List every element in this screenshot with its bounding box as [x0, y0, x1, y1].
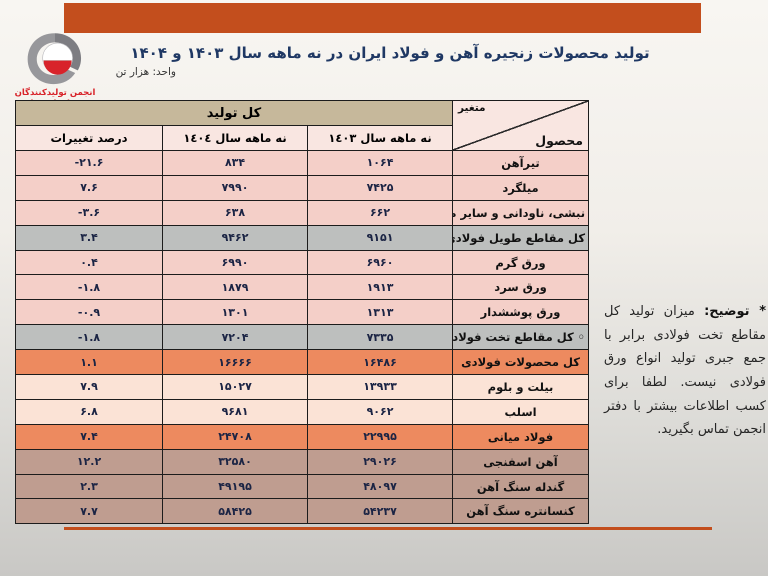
product-cell: آهن اسفنجی: [452, 448, 590, 475]
logo-text-line1: انجمن تولیدکنندگان: [14, 88, 96, 98]
percent-change-cell: -۱.۸: [14, 274, 164, 301]
value-1403-cell: ۷۳۳۵: [307, 324, 454, 351]
product-cell: گندله سنگ آهن: [452, 473, 590, 500]
value-1403-cell: ۱۹۱۳: [307, 274, 454, 301]
table-row: ◦ کل مقاطع تخت فولادی ۷۳۳۵ ۷۲۰۴ -۱.۸: [14, 324, 590, 351]
diagonal-header-cell: متغیر محصول: [452, 100, 590, 151]
percent-change-cell: ۷.۹: [14, 374, 164, 400]
bottom-accent-line: [64, 527, 712, 530]
product-cell: ورق پوششدار: [452, 299, 590, 326]
table-row: تیرآهن ۱۰۶۴ ۸۳۴ -۲۱.۶: [14, 150, 590, 176]
value-1404-cell: ۹۶۸۱: [162, 398, 309, 425]
product-cell: فولاد میانی: [452, 423, 590, 450]
table-row: فولاد میانی ۲۲۹۹۵ ۲۴۷۰۸ ۷.۴: [14, 423, 590, 450]
value-1403-cell: ۲۹۰۲۶: [307, 448, 454, 475]
product-cell: بیلت و بلوم: [452, 374, 590, 400]
percent-change-cell: ۳.۴: [14, 224, 164, 251]
total-production-header: کل تولید: [14, 100, 454, 126]
value-1404-cell: ۷۲۰۴: [162, 324, 309, 351]
value-1403-cell: ۱۰۶۴: [307, 150, 454, 176]
table-row: گندله سنگ آهن ۴۸۰۹۷ ۴۹۱۹۵ ۲.۳: [14, 473, 590, 500]
value-1403-cell: ۷۴۲۵: [307, 174, 454, 201]
value-1404-cell: ۶۹۹۰: [162, 249, 309, 276]
percent-change-cell: ۲.۳: [14, 473, 164, 500]
table-body: تیرآهن ۱۰۶۴ ۸۳۴ -۲۱.۶ میلگرد ۷۴۲۵ ۷۹۹۰ ۷.۶ نبشی،…: [14, 150, 590, 525]
table-row: ورق سرد ۱۹۱۳ ۱۸۷۹ -۱.۸: [14, 274, 590, 301]
column-header-percent: درصد تغییرات: [14, 125, 164, 151]
percent-change-cell: ۱۲.۲: [14, 448, 164, 475]
product-cell: ورق سرد: [452, 274, 590, 301]
value-1403-cell: ۹۰۶۲: [307, 398, 454, 425]
table-row: نبشی، ناودانی و سایر مقاطع۶۶۲۶۳۸-۳.۶: [14, 199, 590, 226]
product-cell: میلگرد: [452, 174, 590, 201]
table-row: آهن اسفنجی ۲۹۰۲۶ ۳۲۵۸۰ ۱۲.۲: [14, 448, 590, 475]
table-row: اسلب ۹۰۶۲ ۹۶۸۱ ۶.۸: [14, 398, 590, 425]
value-1404-cell: ۱۳۰۱: [162, 299, 309, 326]
value-1404-cell: ۴۹۱۹۵: [162, 473, 309, 500]
percent-change-cell: -۰.۹: [14, 299, 164, 326]
footnote-text: میزان تولید کل مقاطع تخت فولادی برابر با…: [604, 304, 766, 438]
product-cell: کل محصولات فولادی: [452, 349, 590, 376]
percent-change-cell: ۶.۸: [14, 398, 164, 425]
percent-change-cell: -۲۱.۶: [14, 150, 164, 176]
page-title: تولید محصولات زنجیره آهن و فولاد ایران د…: [130, 44, 650, 62]
table-row: ورق پوششدار ۱۳۱۳ ۱۳۰۱ -۰.۹: [14, 299, 590, 326]
footnote-lead: * توضیح:: [704, 304, 766, 319]
steel-association-logo-icon: [27, 33, 82, 85]
value-1404-cell: ۹۴۶۲: [162, 224, 309, 251]
production-table: متغیر محصول کل تولید نه ماهه سال ١٤٠٣ نه…: [14, 100, 590, 525]
table-row: کنسانتره سنگ آهن ۵۴۲۳۷ ۵۸۴۲۵ ۷.۷: [14, 498, 590, 525]
table-row: کل مقاطع طویل فولادی ۹۱۵۱ ۹۴۶۲ ۳.۴: [14, 224, 590, 251]
table-header-row-columns: نه ماهه سال ١٤٠٣ نه ماهه سال ١٤٠٤ درصد ت…: [14, 125, 589, 151]
value-1404-cell: ۱۶۶۶۶: [162, 349, 309, 376]
product-cell: نبشی، ناودانی و سایر مقاطع: [452, 199, 590, 226]
value-1404-cell: ۱۸۷۹: [162, 274, 309, 301]
value-1403-cell: ۴۸۰۹۷: [307, 473, 454, 500]
value-1403-cell: ۶۶۲: [307, 199, 454, 226]
percent-change-cell: -۳.۶: [14, 199, 164, 226]
value-1404-cell: ۶۳۸: [162, 199, 309, 226]
product-cell: اسلب: [452, 398, 590, 425]
product-cell: تیرآهن: [452, 150, 590, 176]
top-accent-bar: [64, 3, 701, 33]
percent-change-cell: ۷.۶: [14, 174, 164, 201]
value-1404-cell: ۱۵۰۲۷: [162, 374, 309, 400]
table-row: میلگرد ۷۴۲۵ ۷۹۹۰ ۷.۶: [14, 174, 590, 201]
column-header-1403: نه ماهه سال ١٤٠٣: [307, 125, 454, 151]
percent-change-cell: ۷.۴: [14, 423, 164, 450]
product-label: محصول: [535, 133, 584, 148]
product-cell: ورق گرم: [452, 249, 590, 276]
product-cell: کنسانتره سنگ آهن: [452, 498, 590, 525]
association-logo: انجمن تولیدکنندگان فــولاد ایــــران: [10, 32, 100, 109]
unit-label: واحد: هزار تن: [115, 66, 176, 78]
value-1403-cell: ۱۶۴۸۶: [307, 349, 454, 376]
percent-change-cell: ۱.۱: [14, 349, 164, 376]
table-row: کل محصولات فولادی ۱۶۴۸۶ ۱۶۶۶۶ ۱.۱: [14, 349, 590, 376]
column-header-1404: نه ماهه سال ١٤٠٤: [162, 125, 309, 151]
variable-label: متغیر: [458, 102, 486, 114]
value-1403-cell: ۱۳۱۳: [307, 299, 454, 326]
value-1404-cell: ۳۲۵۸۰: [162, 448, 309, 475]
diagonal-divider: [453, 101, 588, 150]
product-cell: کل مقاطع طویل فولادی: [452, 224, 590, 251]
value-1403-cell: ۱۳۹۳۳: [307, 374, 454, 400]
percent-change-cell: ۷.۷: [14, 498, 164, 525]
value-1404-cell: ۸۳۴: [162, 150, 309, 176]
footnote: * توضیح: میزان تولید کل مقاطع تخت فولادی…: [604, 300, 766, 442]
value-1404-cell: ۲۴۷۰۸: [162, 423, 309, 450]
value-1403-cell: ۲۲۹۹۵: [307, 423, 454, 450]
value-1403-cell: ۹۱۵۱: [307, 224, 454, 251]
value-1403-cell: ۶۹۶۰: [307, 249, 454, 276]
percent-change-cell: ۰.۴: [14, 249, 164, 276]
percent-change-cell: -۱.۸: [14, 324, 164, 351]
table-row: بیلت و بلوم ۱۳۹۳۳ ۱۵۰۲۷ ۷.۹: [14, 374, 590, 400]
value-1404-cell: ۵۸۴۲۵: [162, 498, 309, 525]
table-row: ورق گرم ۶۹۶۰ ۶۹۹۰ ۰.۴: [14, 249, 590, 276]
product-cell: ◦ کل مقاطع تخت فولادی: [452, 324, 590, 351]
value-1403-cell: ۵۴۲۳۷: [307, 498, 454, 525]
table-header-row-top: متغیر محصول کل تولید: [14, 100, 590, 151]
value-1404-cell: ۷۹۹۰: [162, 174, 309, 201]
